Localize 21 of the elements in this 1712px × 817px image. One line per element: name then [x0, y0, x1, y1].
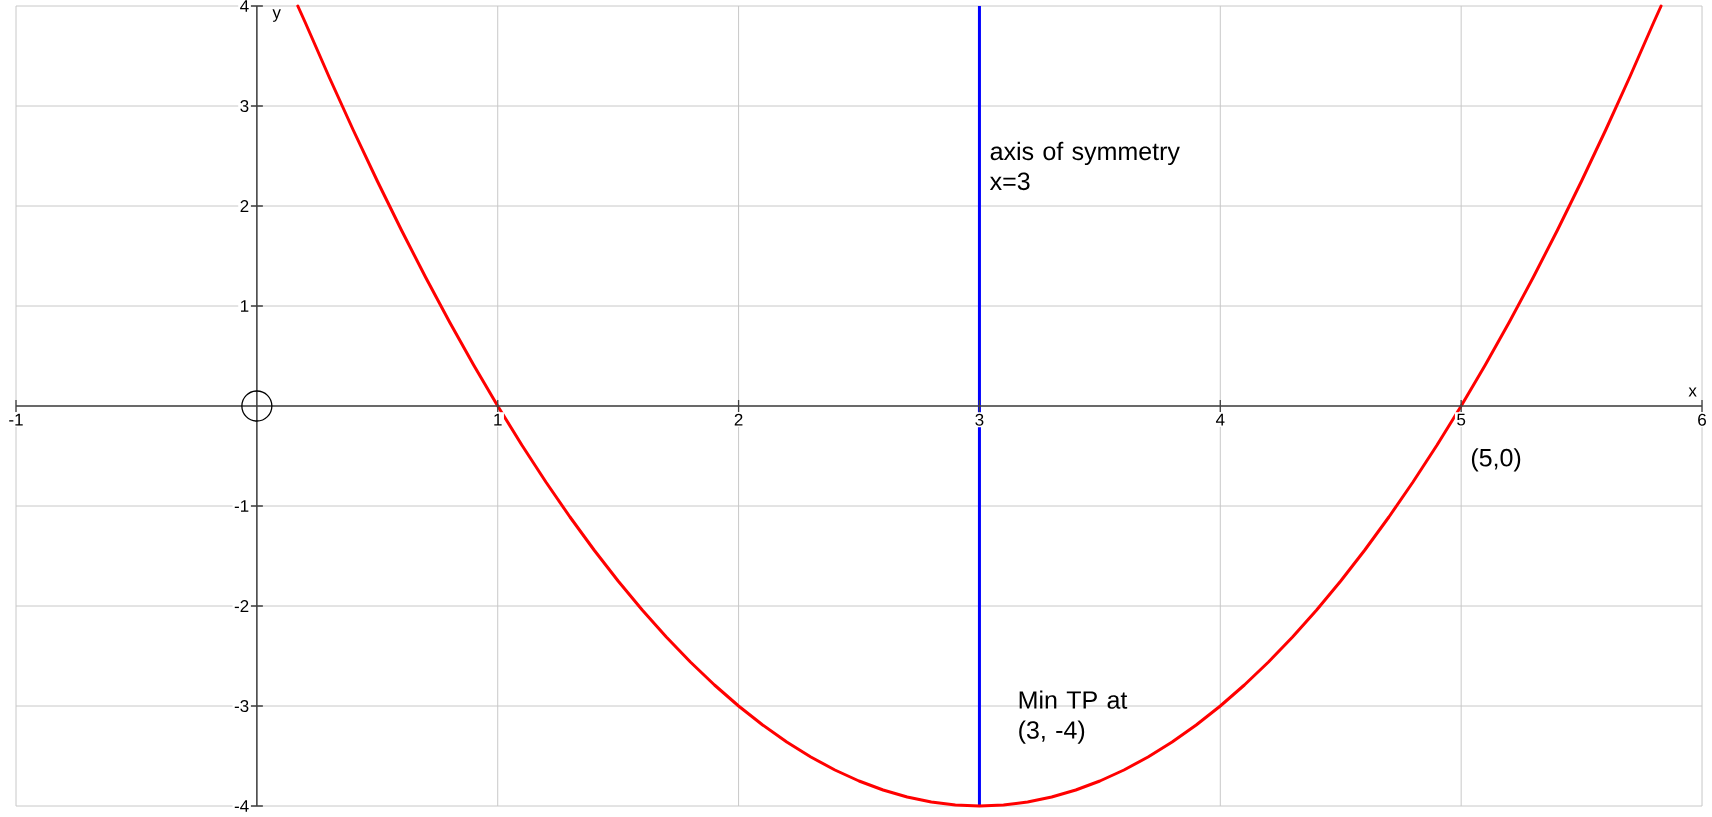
x-tick-label: -1	[9, 413, 23, 426]
y-tick-label: -3	[234, 699, 249, 713]
y-axis-title: y	[272, 9, 281, 22]
y-tick-label: -1	[234, 500, 249, 512]
ref-line-label: axis of symmetry x=3	[989, 141, 1180, 191]
x-tick-label: 4	[1215, 413, 1225, 426]
annotation: (5,0)	[1471, 448, 1521, 472]
y-tick-label: -4	[234, 800, 249, 812]
x-tick-label: 6	[1698, 413, 1706, 426]
y-tick-label: 1	[241, 300, 249, 312]
y-tick-label: 4	[240, 0, 249, 12]
annotation: Min TP at (3, -4)	[1019, 690, 1128, 744]
x-tick-label: 3	[975, 413, 984, 426]
y-tick-label: 3	[240, 99, 249, 113]
x-tick-label: 2	[734, 413, 743, 426]
y-tick-label: 2	[240, 200, 249, 212]
x-tick-label: 1	[494, 413, 502, 426]
line-series	[296, 4, 1663, 808]
x-tick-label: 5	[1457, 413, 1466, 426]
y-tick-label: -2	[234, 600, 249, 612]
x-axis-title: x	[1688, 387, 1697, 397]
